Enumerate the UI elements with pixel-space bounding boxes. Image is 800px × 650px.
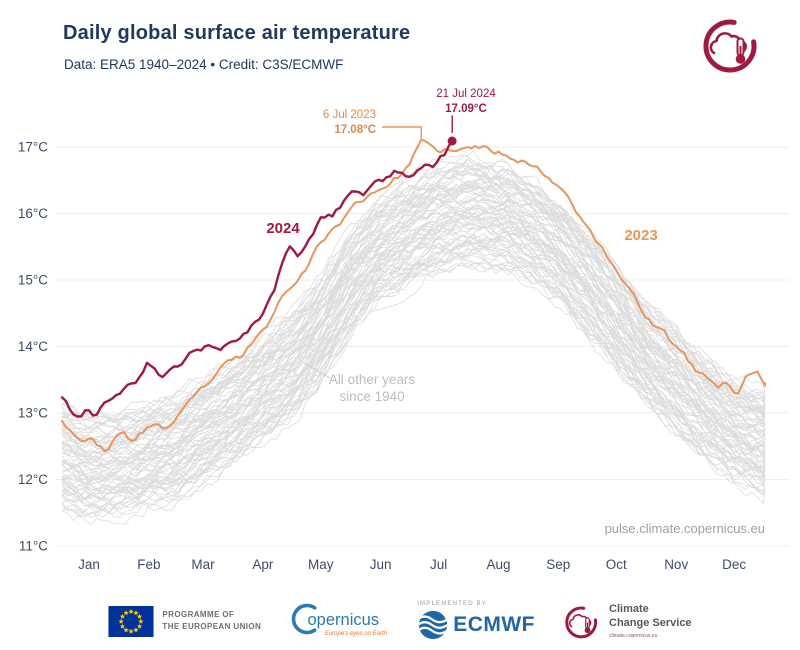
label-2024: 2024: [266, 220, 300, 237]
copernicus-tagline: Europe's eyes on Earth: [325, 631, 388, 637]
other-years-label-line2: since 1940: [339, 389, 404, 404]
page-subtitle: Data: ERA5 1940–2024 • Credit: C3S/ECMWF: [64, 57, 344, 72]
x-axis-labels: Jan Feb Mar Apr May Jun Jul Aug Sep Oct Nov Dec: [78, 557, 746, 572]
svg-text:12°C: 12°C: [18, 472, 48, 487]
ecmwf-block: IMPLEMENTED BY ECMWF: [417, 601, 535, 641]
line-2023: [61, 138, 766, 453]
implemented-by-label: IMPLEMENTED BY: [417, 601, 487, 607]
c3s-line1: Climate: [609, 603, 649, 616]
svg-text:Aug: Aug: [486, 557, 510, 572]
svg-text:Jul: Jul: [430, 557, 447, 572]
gridlines: [56, 146, 789, 547]
svg-text:Feb: Feb: [137, 557, 160, 572]
watermark-url: pulse.climate.copernicus.eu: [605, 521, 765, 536]
y-axis-labels: 17°C 16°C 15°C 14°C 13°C 12°C 11°C: [18, 140, 48, 554]
copernicus-logo: opernicus Europe's eyes on Earth: [291, 603, 388, 637]
ecmwf-wordmark: ECMWF: [453, 613, 536, 636]
svg-text:13°C: 13°C: [18, 406, 48, 421]
svg-text:Dec: Dec: [722, 557, 746, 572]
svg-text:Sep: Sep: [546, 557, 570, 572]
footer-logos: PROGRAMME OF THE EUROPEAN UNION opernicu…: [0, 594, 800, 648]
svg-text:11°C: 11°C: [19, 539, 48, 554]
svg-text:Oct: Oct: [606, 557, 627, 572]
svg-text:Jan: Jan: [78, 557, 100, 572]
peak-2024-dot: [447, 136, 457, 146]
svg-text:15°C: 15°C: [18, 273, 48, 288]
c3s-line2: Change Service: [609, 617, 692, 629]
other-years-label-line1: All other years: [329, 372, 416, 387]
ecmwf-globe-icon: [419, 610, 448, 640]
svg-text:17°C: 17°C: [18, 140, 48, 155]
page-title: Daily global surface air temperature: [63, 22, 411, 44]
label-2023: 2023: [624, 227, 657, 244]
svg-text:Nov: Nov: [664, 557, 688, 572]
other-years-lines: [61, 150, 766, 526]
line-2024: [60, 139, 454, 418]
c3s-text: Climate Change Service: [609, 603, 692, 631]
eu-flag-icon: [108, 605, 154, 637]
eu-programme-line1: PROGRAMME OF: [162, 610, 235, 620]
annotation-2024-value: 17.09°C: [445, 103, 487, 115]
c3s-block: Climate Change Service climate.copernicu…: [561, 600, 692, 642]
annotation-2023-connector: [382, 126, 422, 139]
c3s-url: climate.copernicus.eu: [609, 632, 658, 639]
eu-programme-line2: THE EUROPEAN UNION: [162, 622, 262, 631]
eu-programme-text: PROGRAMME OF THE EUROPEAN UNION: [162, 609, 261, 632]
annotation-2024-date: 21 Jul 2024: [436, 88, 496, 100]
svg-text:May: May: [308, 557, 334, 572]
other-years-leader-line: [303, 362, 331, 379]
svg-text:14°C: 14°C: [18, 339, 48, 354]
annotation-2023-date: 6 Jul 2023: [323, 109, 376, 121]
svg-text:Apr: Apr: [252, 557, 274, 572]
svg-text:Jun: Jun: [370, 557, 392, 572]
annotation-2023-value: 17.08°C: [334, 124, 376, 136]
climate-pulse-logo-icon: [703, 19, 757, 73]
c3s-logo-icon: [565, 606, 598, 639]
svg-text:16°C: 16°C: [18, 206, 48, 221]
copernicus-wordmark: opernicus: [308, 611, 380, 629]
svg-text:Mar: Mar: [191, 557, 215, 572]
eu-programme-block: PROGRAMME OF THE EUROPEAN UNION: [108, 605, 261, 637]
